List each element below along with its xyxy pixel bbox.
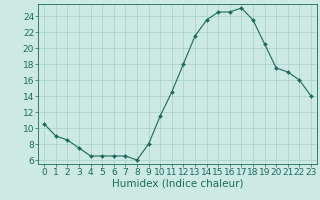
X-axis label: Humidex (Indice chaleur): Humidex (Indice chaleur) — [112, 179, 243, 189]
